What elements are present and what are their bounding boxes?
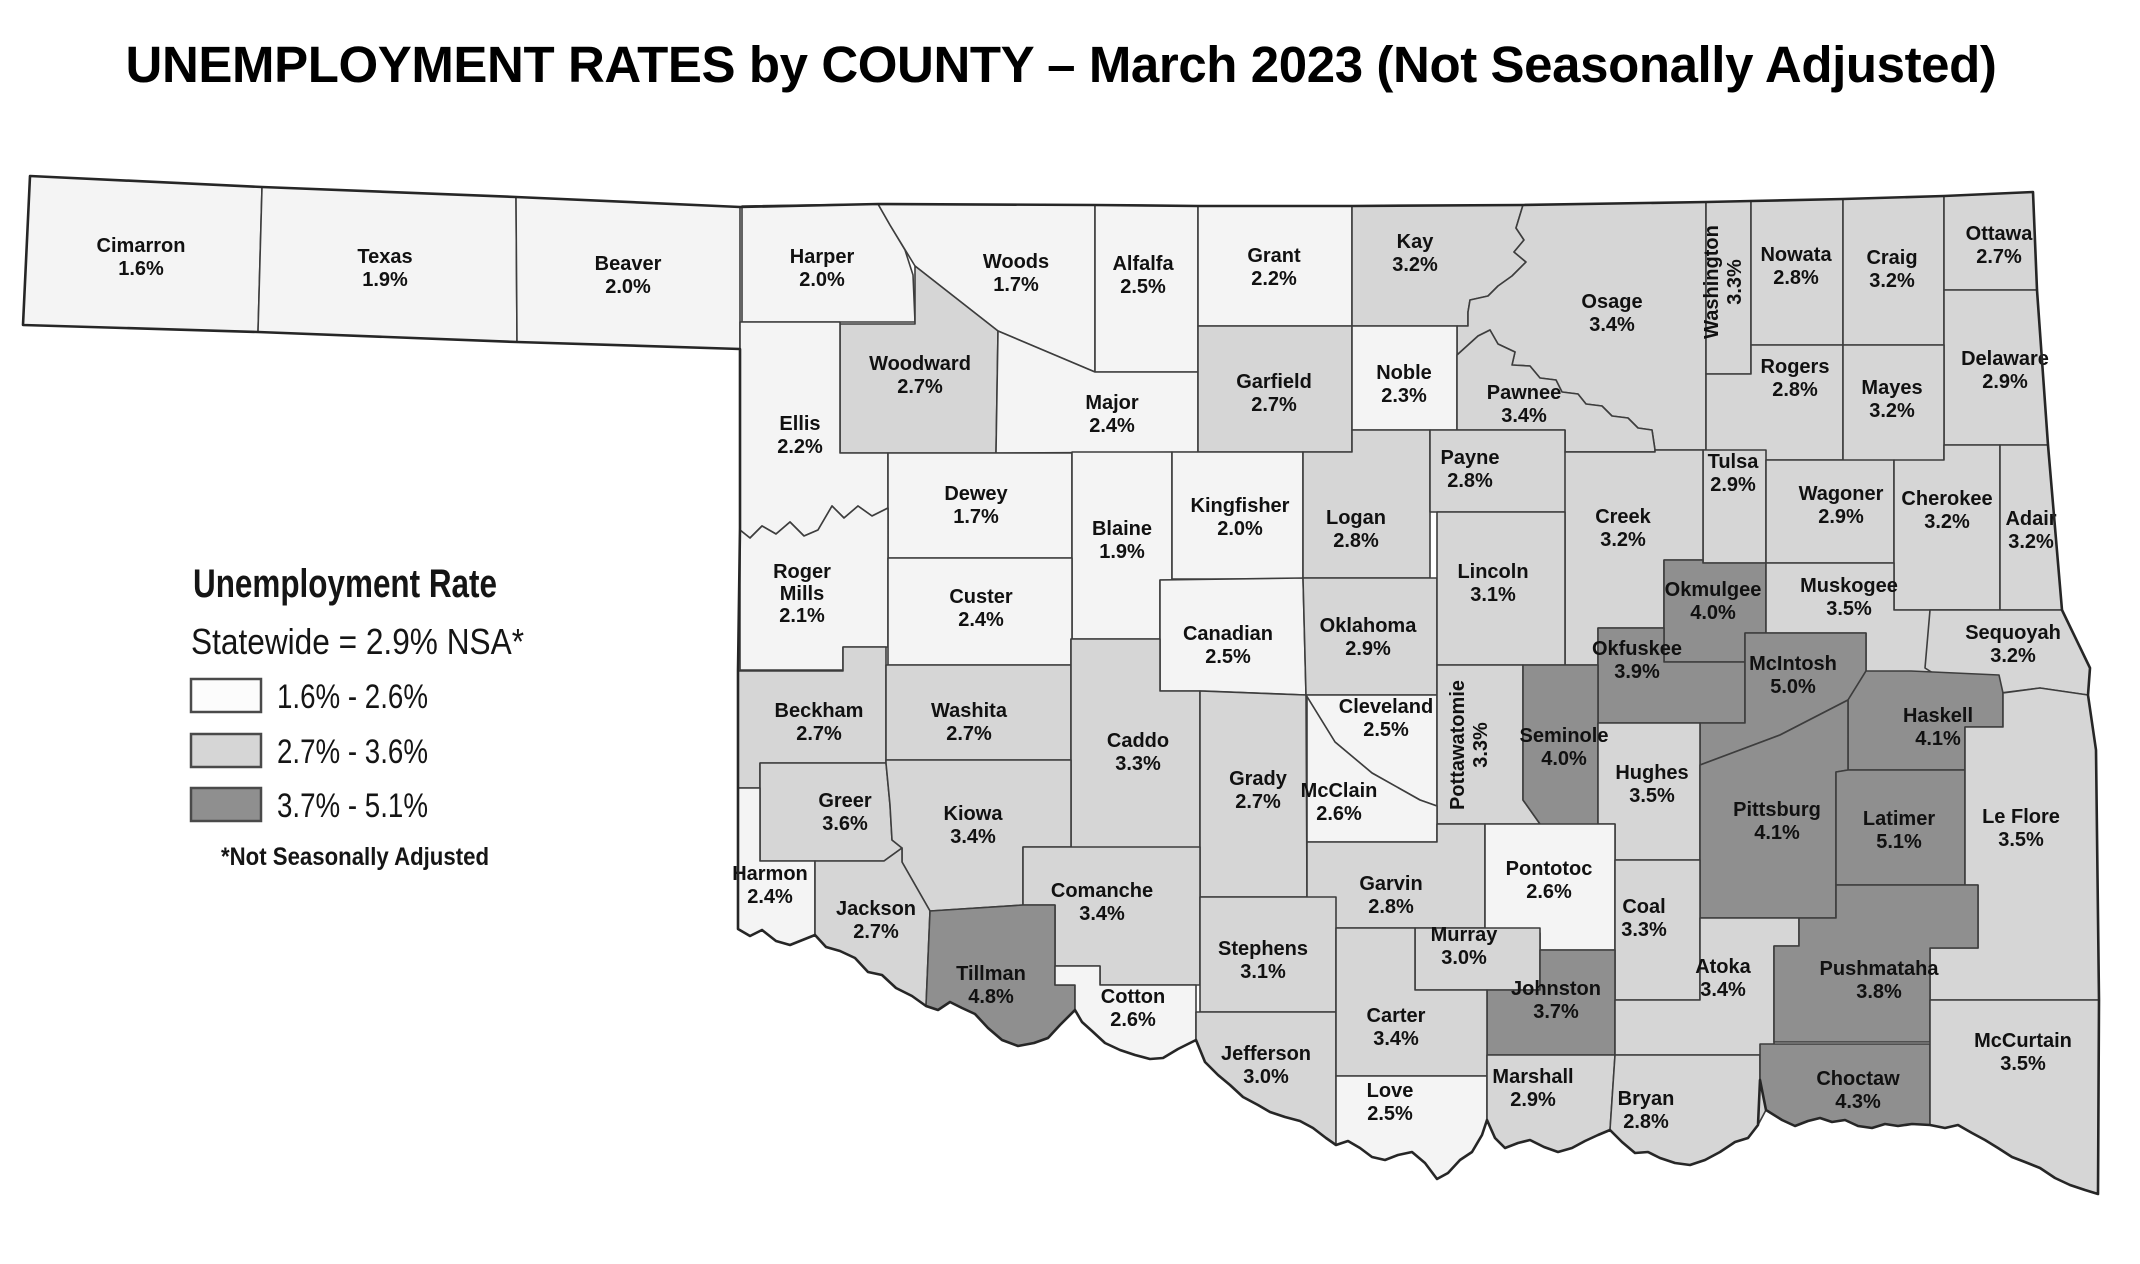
svg-text:3.3%: 3.3% (1470, 722, 1492, 768)
svg-text:Statewide = 2.9% NSA*: Statewide = 2.9% NSA* (191, 621, 524, 662)
svg-text:3.3%: 3.3% (1724, 259, 1746, 305)
svg-text:3.7% - 5.1%: 3.7% - 5.1% (277, 787, 428, 825)
svg-text:Unemployment Rate: Unemployment Rate (193, 562, 497, 606)
svg-text:Washington: Washington (1701, 225, 1723, 339)
svg-text:Pottawatomie: Pottawatomie (1447, 680, 1469, 810)
svg-text:1.6% - 2.6%: 1.6% - 2.6% (277, 678, 428, 716)
svg-text:2.7% - 3.6%: 2.7% - 3.6% (277, 733, 428, 771)
svg-text:*Not Seasonally Adjusted: *Not Seasonally Adjusted (221, 843, 489, 871)
